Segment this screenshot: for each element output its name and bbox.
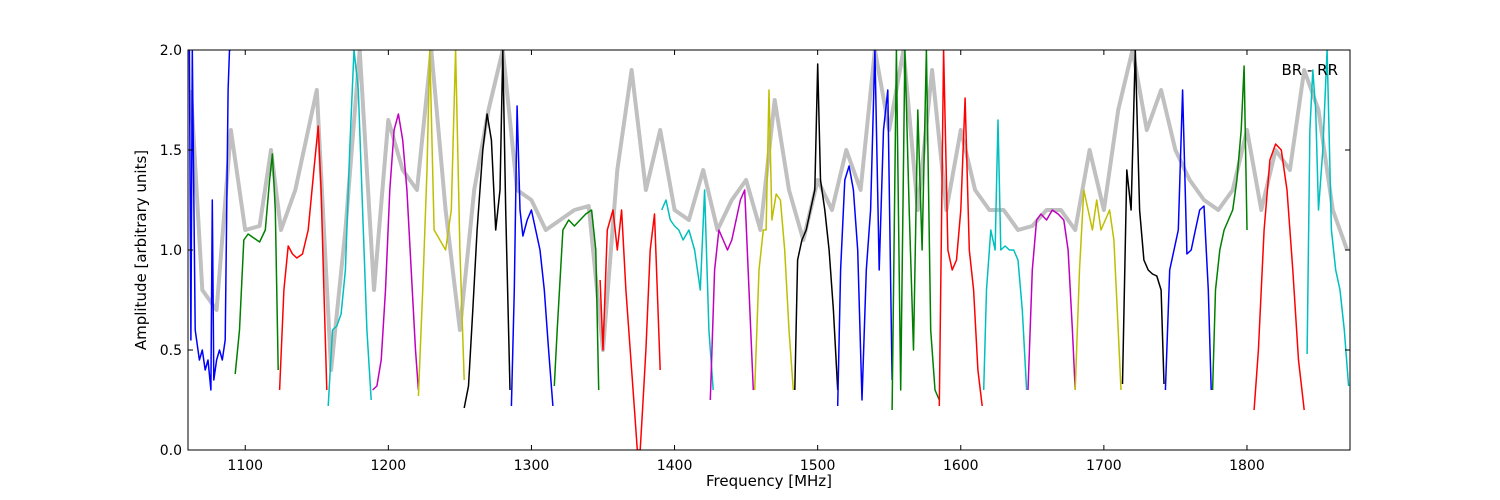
series-line-19: [1027, 209, 1076, 391]
series-line-8: [510, 105, 554, 407]
series-line-9: [553, 209, 600, 391]
series-line-15: [836, 50, 893, 407]
x-tick-label: 1600: [943, 458, 979, 474]
series-line-2: [234, 153, 279, 375]
y-tick-label: 0.0: [160, 443, 182, 459]
y-tick-label: 0.5: [160, 343, 182, 359]
x-axis: 1100 1200 1300 1400 1500 1600 1700 1800: [227, 50, 1265, 474]
series-line-3: [278, 125, 328, 391]
x-axis-label: Frequency [MHz]: [706, 472, 832, 490]
y-tick-label: 1.0: [160, 243, 182, 259]
series-line-17: [938, 50, 983, 407]
y-tick-label: 2.0: [160, 43, 182, 59]
series-line-13: [753, 89, 795, 391]
x-tick-label: 1700: [1086, 458, 1122, 474]
series-line-23: [1211, 65, 1248, 391]
series-line-1: [188, 50, 231, 391]
series-line-21: [1121, 50, 1165, 385]
series-line-24: [1253, 143, 1305, 411]
series-line-10: [599, 209, 661, 450]
series-line-6: [417, 50, 465, 397]
series-line-12: [709, 189, 755, 401]
series-line-4: [327, 50, 372, 407]
series-layer: [188, 50, 1350, 450]
series-line-18: [982, 119, 1028, 391]
series-line-11: [661, 189, 714, 391]
series-line-5: [372, 113, 420, 391]
x-tick-label: 1400: [657, 458, 693, 474]
series-line-14: [794, 63, 839, 391]
series-line-20: [1074, 189, 1122, 391]
plot-area: [188, 50, 1350, 450]
x-tick-label: 1500: [800, 458, 836, 474]
x-tick-label: 1100: [227, 458, 263, 474]
series-line-7: [463, 50, 511, 409]
y-axis-label: Amplitude [arbitrary units]: [132, 150, 150, 350]
x-tick-label: 1200: [371, 458, 407, 474]
x-tick-label: 1300: [514, 458, 550, 474]
y-tick-label: 1.5: [160, 143, 182, 159]
x-tick-label: 1800: [1229, 458, 1265, 474]
series-line-16: [891, 50, 940, 411]
series-line-22: [1164, 89, 1212, 391]
series-line-25: [1306, 50, 1350, 387]
legend-annotation: BR - RR: [1281, 61, 1338, 79]
y-axis: 0.0 0.5 1.0 1.5 2.0: [160, 43, 1350, 459]
